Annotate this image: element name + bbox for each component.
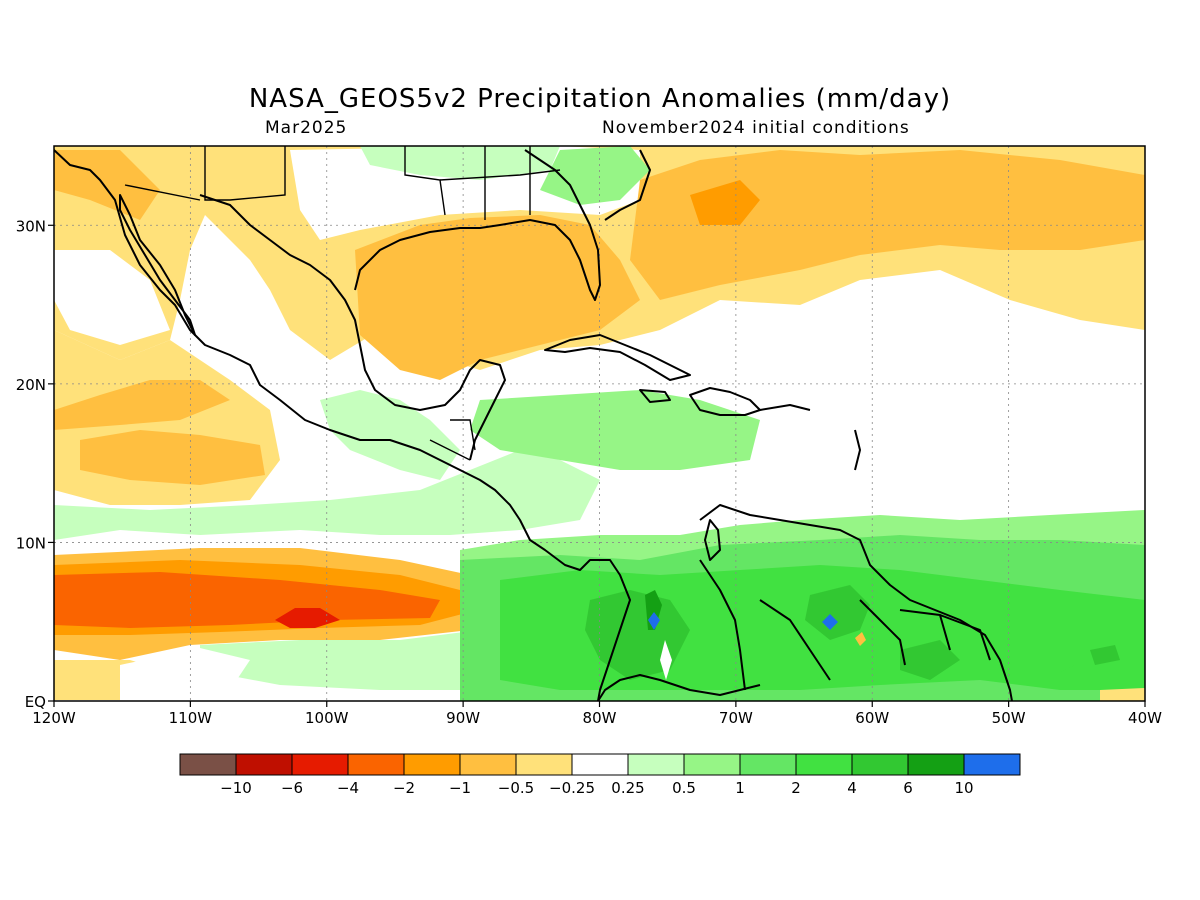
colorbar-label: 6 (903, 779, 913, 797)
colorbar-label: −10 (220, 779, 252, 797)
colorbar-swatch (627, 753, 685, 776)
coastlines (54, 149, 1013, 701)
lon-tick-label: 60W (855, 709, 889, 727)
colorbar-swatch (795, 753, 853, 776)
lat-tick-label: 10N (16, 534, 46, 552)
colorbar-swatch (739, 753, 797, 776)
wet-core-max-east (822, 614, 838, 630)
lat-tick-label: 30N (16, 217, 46, 235)
colorbar-label: 0.25 (611, 779, 644, 797)
colorbar-swatch (179, 753, 237, 776)
longitude-axis: 120W 110W 100W 90W 80W 70W 60W 50W 40W (32, 701, 1162, 727)
valid-month-label: Mar2025 (265, 118, 348, 138)
dry-core-atlantic (630, 150, 1145, 300)
colorbar-swatch (907, 753, 965, 776)
lon-tick-label: 120W (32, 709, 76, 727)
colorbar-swatch (291, 753, 349, 776)
lon-tick-label: 90W (446, 709, 480, 727)
colorbar-label: −6 (281, 779, 303, 797)
colorbar-swatch (571, 753, 629, 776)
lon-tick-label: 80W (583, 709, 617, 727)
dry-core-max (275, 608, 340, 628)
colorbar-label: 2 (791, 779, 801, 797)
lat-tick-label: EQ (25, 693, 46, 711)
colorbar-swatch (235, 753, 293, 776)
wet-region-caribbean (470, 390, 760, 470)
colorbar-swatch (851, 753, 909, 776)
colorbar-swatch (515, 753, 573, 776)
colorbar-swatch (963, 753, 1021, 776)
lon-tick-label: 100W (305, 709, 349, 727)
lon-tick-label: 40W (1128, 709, 1162, 727)
colorbar-label: 10 (954, 779, 973, 797)
colorbar-label: −0.25 (549, 779, 595, 797)
colorbar-label: −0.5 (498, 779, 534, 797)
colorbar-label: −2 (393, 779, 415, 797)
colorbar-swatch (683, 753, 741, 776)
colorbar-label: 4 (847, 779, 857, 797)
dry-core-gulf (355, 215, 640, 380)
lon-tick-label: 70W (719, 709, 753, 727)
colorbar-swatch (403, 753, 461, 776)
map-gridlines (54, 146, 1145, 701)
map-title: NASA_GEOS5v2 Precipitation Anomalies (mm… (248, 84, 952, 114)
lat-tick-label: 20N (16, 376, 46, 394)
lon-tick-label: 110W (169, 709, 213, 727)
colorbar: −10 −6 −4 −2 −1 −0.5 −0.25 0.25 0.5 1 2 4 6 10 (179, 753, 1021, 797)
colorbar-swatch (459, 753, 517, 776)
political-borders (124, 146, 561, 461)
latitude-axis: EQ 10N 20N 30N (16, 217, 54, 711)
colorbar-label: −4 (337, 779, 359, 797)
colorbar-label: 0.5 (672, 779, 696, 797)
colorbar-label: 1 (735, 779, 745, 797)
colorbar-swatch (347, 753, 405, 776)
colorbar-label: −1 (449, 779, 471, 797)
wet-band-pacific-north (54, 450, 600, 540)
lon-tick-label: 50W (992, 709, 1026, 727)
wet-core-max-west (648, 612, 660, 630)
initial-conditions-label: November2024 initial conditions (602, 118, 910, 138)
